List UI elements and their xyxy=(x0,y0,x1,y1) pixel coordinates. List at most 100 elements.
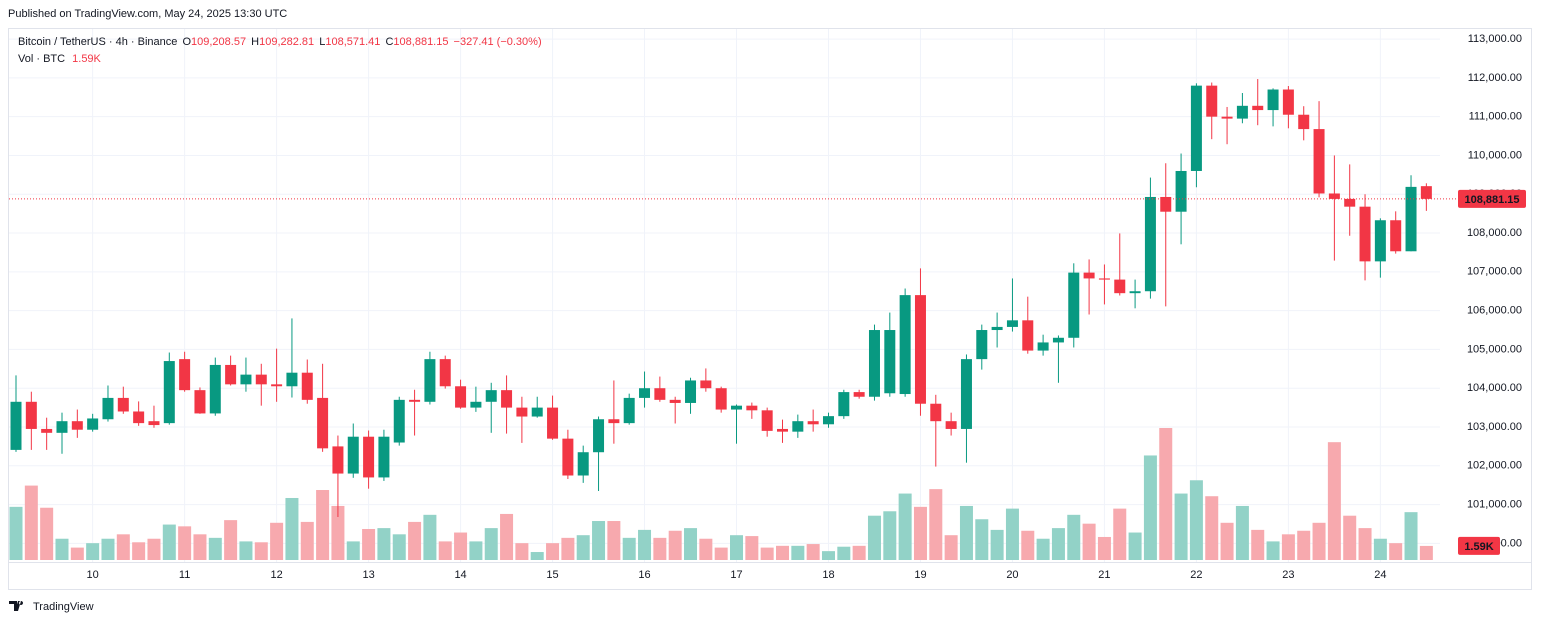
volume-bar xyxy=(653,537,667,560)
label-layer: 100,000.00101,000.00102,000.00103,000.00… xyxy=(9,33,1526,581)
candle-body xyxy=(669,399,681,403)
volume-bar xyxy=(1404,512,1418,560)
footer-logo: TradingView xyxy=(9,601,94,613)
volume-bar xyxy=(1067,514,1081,560)
volume-bar xyxy=(622,537,636,560)
y-tick-label: 113,000.00 xyxy=(1468,33,1522,45)
grid-layer xyxy=(9,29,1440,562)
volume-bar xyxy=(1113,508,1127,560)
x-tick-label: 14 xyxy=(454,569,466,581)
y-tick-label: 112,000.00 xyxy=(1468,72,1522,84)
candle-body xyxy=(516,407,528,417)
candle-body xyxy=(455,386,467,408)
volume-bar xyxy=(362,528,376,560)
candle-body xyxy=(117,397,129,412)
volume-bar xyxy=(1051,528,1065,560)
volume-value: 1.59K xyxy=(72,53,101,65)
volume-bar xyxy=(668,530,682,560)
legend-value: 108,571.41 xyxy=(325,36,380,48)
volume-bar xyxy=(684,528,698,560)
volume-bar xyxy=(1036,538,1050,560)
volume-bar xyxy=(1159,428,1173,560)
candle-body xyxy=(899,295,911,395)
candle-body xyxy=(332,446,344,474)
volume-bar xyxy=(1205,496,1219,560)
candle-body xyxy=(1221,116,1233,119)
x-tick-label: 13 xyxy=(362,569,374,581)
candle-body xyxy=(1129,291,1141,294)
legend-symbol: Bitcoin / TetherUS · 4h · Binance xyxy=(18,36,177,48)
volume-bar xyxy=(776,545,789,560)
candle-body xyxy=(378,436,390,478)
candle-body xyxy=(593,419,605,453)
candle-body xyxy=(1206,85,1218,117)
volume-bar xyxy=(745,536,759,560)
volume-bar xyxy=(530,552,544,560)
volume-bar xyxy=(101,538,115,560)
candle-body xyxy=(485,390,497,402)
candle-body xyxy=(1298,114,1310,130)
x-tick-label: 12 xyxy=(270,569,282,581)
volume-bar xyxy=(1389,543,1403,560)
y-tick-label: 102,000.00 xyxy=(1467,460,1522,472)
volume-bar xyxy=(285,497,299,560)
volume-bar xyxy=(1143,455,1157,560)
candle-body xyxy=(209,364,221,414)
candle-body xyxy=(255,374,267,385)
candle-body xyxy=(439,359,451,387)
candle-body xyxy=(301,372,313,400)
legend-key: C xyxy=(385,36,393,48)
last-volume-tag xyxy=(1458,536,1500,555)
x-tick-label: 15 xyxy=(546,569,558,581)
volume-bar xyxy=(592,521,606,560)
candle-body xyxy=(914,295,926,404)
volume-bar xyxy=(438,541,452,560)
candle-body xyxy=(240,374,252,385)
volume-bar xyxy=(1128,532,1142,560)
candle-body xyxy=(1344,198,1356,207)
volume-bar xyxy=(913,506,927,560)
y-tick-label: 106,000.00 xyxy=(1467,305,1522,317)
volume-bar xyxy=(70,547,84,560)
candle-body xyxy=(853,392,865,397)
candle-body xyxy=(1022,320,1034,351)
candle-body xyxy=(623,397,635,424)
candle-body xyxy=(148,421,160,426)
x-tick-label: 24 xyxy=(1374,569,1386,581)
x-tick-label: 22 xyxy=(1190,569,1202,581)
candle-body xyxy=(347,436,359,474)
candle-body xyxy=(1037,342,1049,351)
volume-bar xyxy=(1220,522,1234,560)
volume-bar xyxy=(454,532,468,560)
volume-bar xyxy=(132,542,146,560)
volume-bar xyxy=(1097,536,1111,560)
volume-bar xyxy=(40,507,54,560)
volume-bar xyxy=(867,515,881,560)
candle-body xyxy=(976,330,988,360)
x-tick-label: 16 xyxy=(638,569,650,581)
candle-body xyxy=(1420,186,1432,199)
legend-change: −327.41 (−0.30%) xyxy=(454,36,542,48)
last-price-label: 108,881.15 xyxy=(1464,194,1519,206)
legend-line: Bitcoin / TetherUS · 4h · Binance O109,2… xyxy=(18,36,542,48)
published-note: Published on TradingView.com, May 24, 20… xyxy=(8,8,287,20)
candle-body xyxy=(562,438,574,476)
volume-bar xyxy=(837,546,851,560)
candle-body xyxy=(884,330,896,394)
x-tick-label: 17 xyxy=(730,569,742,581)
volume-bar xyxy=(24,485,38,560)
volume-bar xyxy=(1174,493,1188,560)
x-tick-label: 10 xyxy=(87,569,99,581)
candle-body xyxy=(547,407,559,439)
volume-bar xyxy=(392,534,406,560)
candle-body xyxy=(1114,279,1126,294)
volume-bar xyxy=(147,538,161,560)
candle-body xyxy=(1006,320,1018,327)
candle-body xyxy=(1175,170,1187,212)
volume-bar xyxy=(224,520,238,560)
footer-text: TradingView xyxy=(33,601,94,613)
volume-bar xyxy=(1251,529,1265,560)
candle-body xyxy=(807,421,819,425)
candle-body xyxy=(868,330,880,397)
candle-body xyxy=(102,397,114,420)
